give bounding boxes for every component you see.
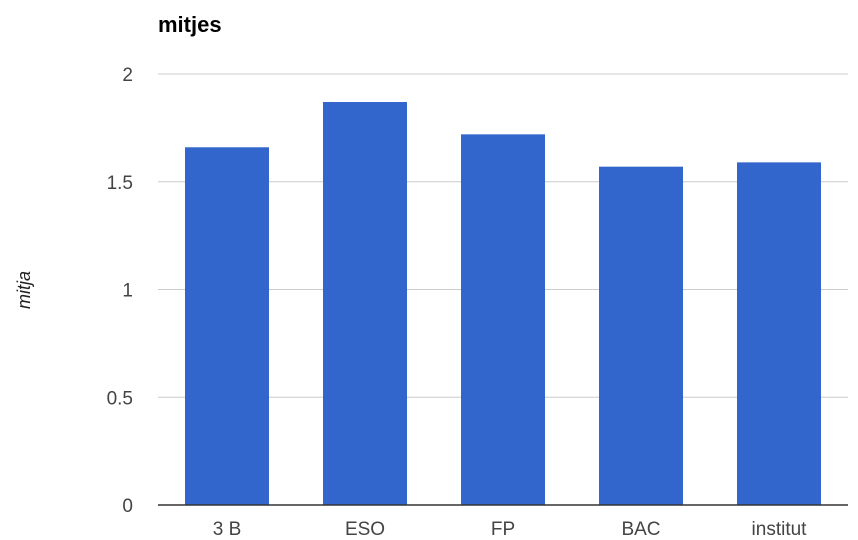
x-tick-label: ESO bbox=[345, 519, 385, 540]
y-axis-label: mitja bbox=[14, 271, 34, 309]
y-tick-label: 1.5 bbox=[107, 173, 133, 194]
x-tick-label: 3 B bbox=[213, 519, 242, 540]
y-axis-ticks: 0 0.5 1 1.5 2 bbox=[107, 65, 133, 517]
y-tick-label: 2 bbox=[122, 65, 133, 86]
y-tick-label: 1 bbox=[122, 281, 133, 302]
bar-institut bbox=[737, 162, 821, 506]
x-tick-label: BAC bbox=[621, 519, 660, 540]
bars bbox=[185, 102, 821, 506]
bar-bac bbox=[599, 166, 683, 506]
x-tick-label: institut bbox=[752, 519, 808, 540]
bar-3-b bbox=[185, 147, 269, 505]
x-axis-ticks: 3 B ESO FP BAC institut bbox=[213, 519, 807, 540]
y-tick-label: 0.5 bbox=[107, 388, 133, 409]
bar-fp bbox=[461, 134, 545, 505]
x-tick-label: FP bbox=[491, 519, 515, 540]
bar-eso bbox=[323, 102, 407, 505]
y-tick-label: 0 bbox=[122, 496, 133, 517]
chart-title: mitjes bbox=[158, 12, 222, 37]
